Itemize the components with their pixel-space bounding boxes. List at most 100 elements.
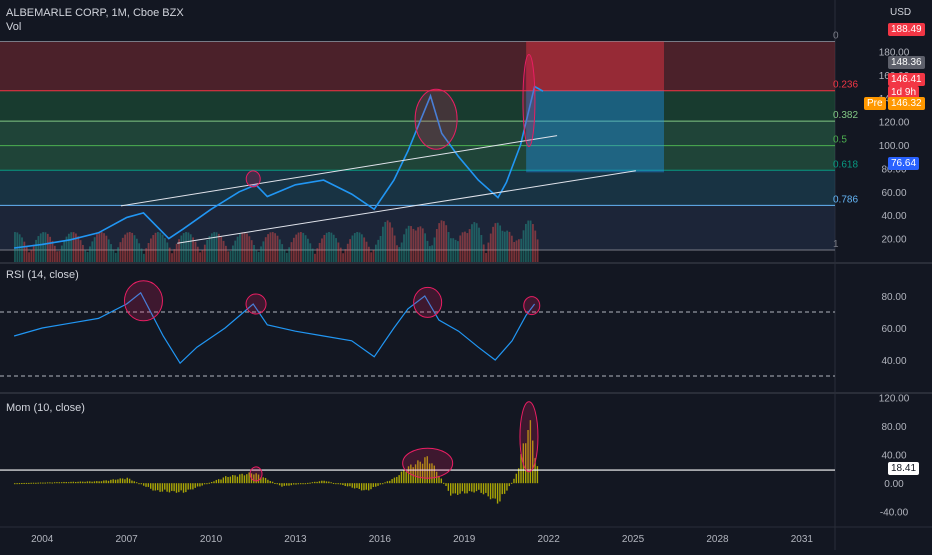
momentum-bar [117, 479, 119, 484]
price-axis-tick: 60.00 [881, 188, 906, 199]
momentum-bar [337, 483, 339, 485]
volume-bar [433, 237, 436, 262]
volume-bar [96, 234, 98, 262]
volume-bar [283, 249, 286, 262]
momentum-bar [173, 483, 175, 492]
currency-label[interactable]: USD [890, 7, 912, 18]
momentum-bar [290, 483, 293, 486]
volume-bar [342, 253, 344, 262]
momentum-bar [16, 483, 18, 485]
rsi-title[interactable]: RSI (14, close) [6, 269, 79, 281]
momentum-bar [107, 480, 110, 484]
momentum-bar [257, 474, 260, 484]
momentum-bar [478, 483, 480, 490]
volume-bar [32, 244, 35, 262]
momentum-bar [262, 477, 264, 484]
momentum-bar [164, 483, 166, 490]
fib-level-label: 0.236 [833, 80, 858, 91]
volume-bar [346, 243, 349, 262]
highlight-ellipse [519, 401, 539, 473]
momentum-bar [431, 463, 433, 484]
momentum-bar [182, 483, 185, 493]
momentum-bar [65, 481, 68, 484]
volume-bar [199, 252, 202, 262]
volume-bar [140, 248, 143, 262]
momentum-bar [506, 483, 508, 491]
momentum-axis-tick: 40.00 [881, 451, 906, 462]
volume-bar [323, 235, 326, 262]
volume-bar [133, 235, 136, 262]
volume-bar [396, 245, 398, 262]
volume-bar [464, 231, 466, 262]
symbol-title[interactable]: ALBEMARLE CORP, 1M, Cboe BZX [6, 7, 184, 19]
volume-bar [278, 239, 281, 262]
momentum-bar [503, 483, 506, 494]
volume-bar [457, 241, 459, 262]
volume-bar [426, 240, 429, 262]
time-axis-tick: 2010 [200, 534, 223, 545]
tag-pre-label: Pre [864, 97, 886, 110]
volume-bar [229, 250, 232, 262]
volume-bar [269, 232, 272, 262]
volume-bar [382, 226, 384, 262]
momentum-bar [142, 483, 145, 486]
highlight-ellipse [245, 170, 261, 188]
momentum-bar [77, 481, 79, 484]
momentum-bar [196, 483, 199, 487]
momentum-bar [325, 481, 328, 484]
volume-bar [126, 232, 129, 262]
momentum-title[interactable]: Mom (10, close) [6, 402, 85, 414]
momentum-bar [133, 481, 135, 484]
momentum-bar [307, 482, 309, 484]
momentum-bar [79, 481, 82, 484]
momentum-bar [281, 483, 283, 487]
momentum-bar [30, 482, 32, 484]
momentum-bar [192, 483, 194, 490]
volume-bar [119, 242, 122, 262]
momentum-bar [147, 483, 150, 487]
momentum-bar [67, 482, 70, 484]
momentum-bar [25, 482, 28, 484]
momentum-bar [194, 483, 196, 488]
momentum-bar [23, 482, 25, 484]
momentum-bar [370, 483, 372, 490]
volume-bar [182, 233, 185, 262]
momentum-bar [492, 483, 494, 499]
volume-bar [159, 232, 162, 262]
fib-zone [0, 41, 835, 91]
momentum-bar [114, 479, 117, 484]
momentum-bar [494, 483, 496, 499]
volume-bar [438, 223, 441, 262]
volume-bar [344, 249, 347, 262]
volume-bar [60, 245, 63, 262]
momentum-bar [353, 483, 356, 489]
tag-mom: 18.41 [888, 462, 920, 475]
volume-bar [358, 232, 361, 262]
momentum-bar [82, 481, 84, 484]
momentum-bar [400, 471, 403, 484]
volume-bar [292, 237, 295, 262]
momentum-bar [454, 483, 457, 494]
volume-bar [180, 235, 183, 262]
momentum-bar [318, 481, 321, 484]
volume-bar [217, 233, 220, 262]
tag-last: 146.41 [888, 73, 925, 86]
volume-bar [274, 233, 277, 262]
momentum-bar [276, 483, 278, 485]
price-axis-tick: 120.00 [879, 118, 910, 129]
momentum-bar [121, 478, 124, 484]
time-axis-tick: 2019 [453, 534, 476, 545]
momentum-bar [39, 482, 42, 484]
tag-fib0: 188.49 [888, 23, 925, 36]
momentum-bar [407, 466, 410, 484]
momentum-bar [377, 483, 379, 486]
momentum-bar [442, 482, 445, 484]
momentum-bar [84, 481, 86, 484]
volume-bar [222, 240, 225, 262]
fib-level-label: 0.382 [833, 110, 858, 121]
momentum-bar [150, 483, 152, 489]
momentum-bar [210, 481, 213, 484]
momentum-bar [419, 461, 421, 484]
